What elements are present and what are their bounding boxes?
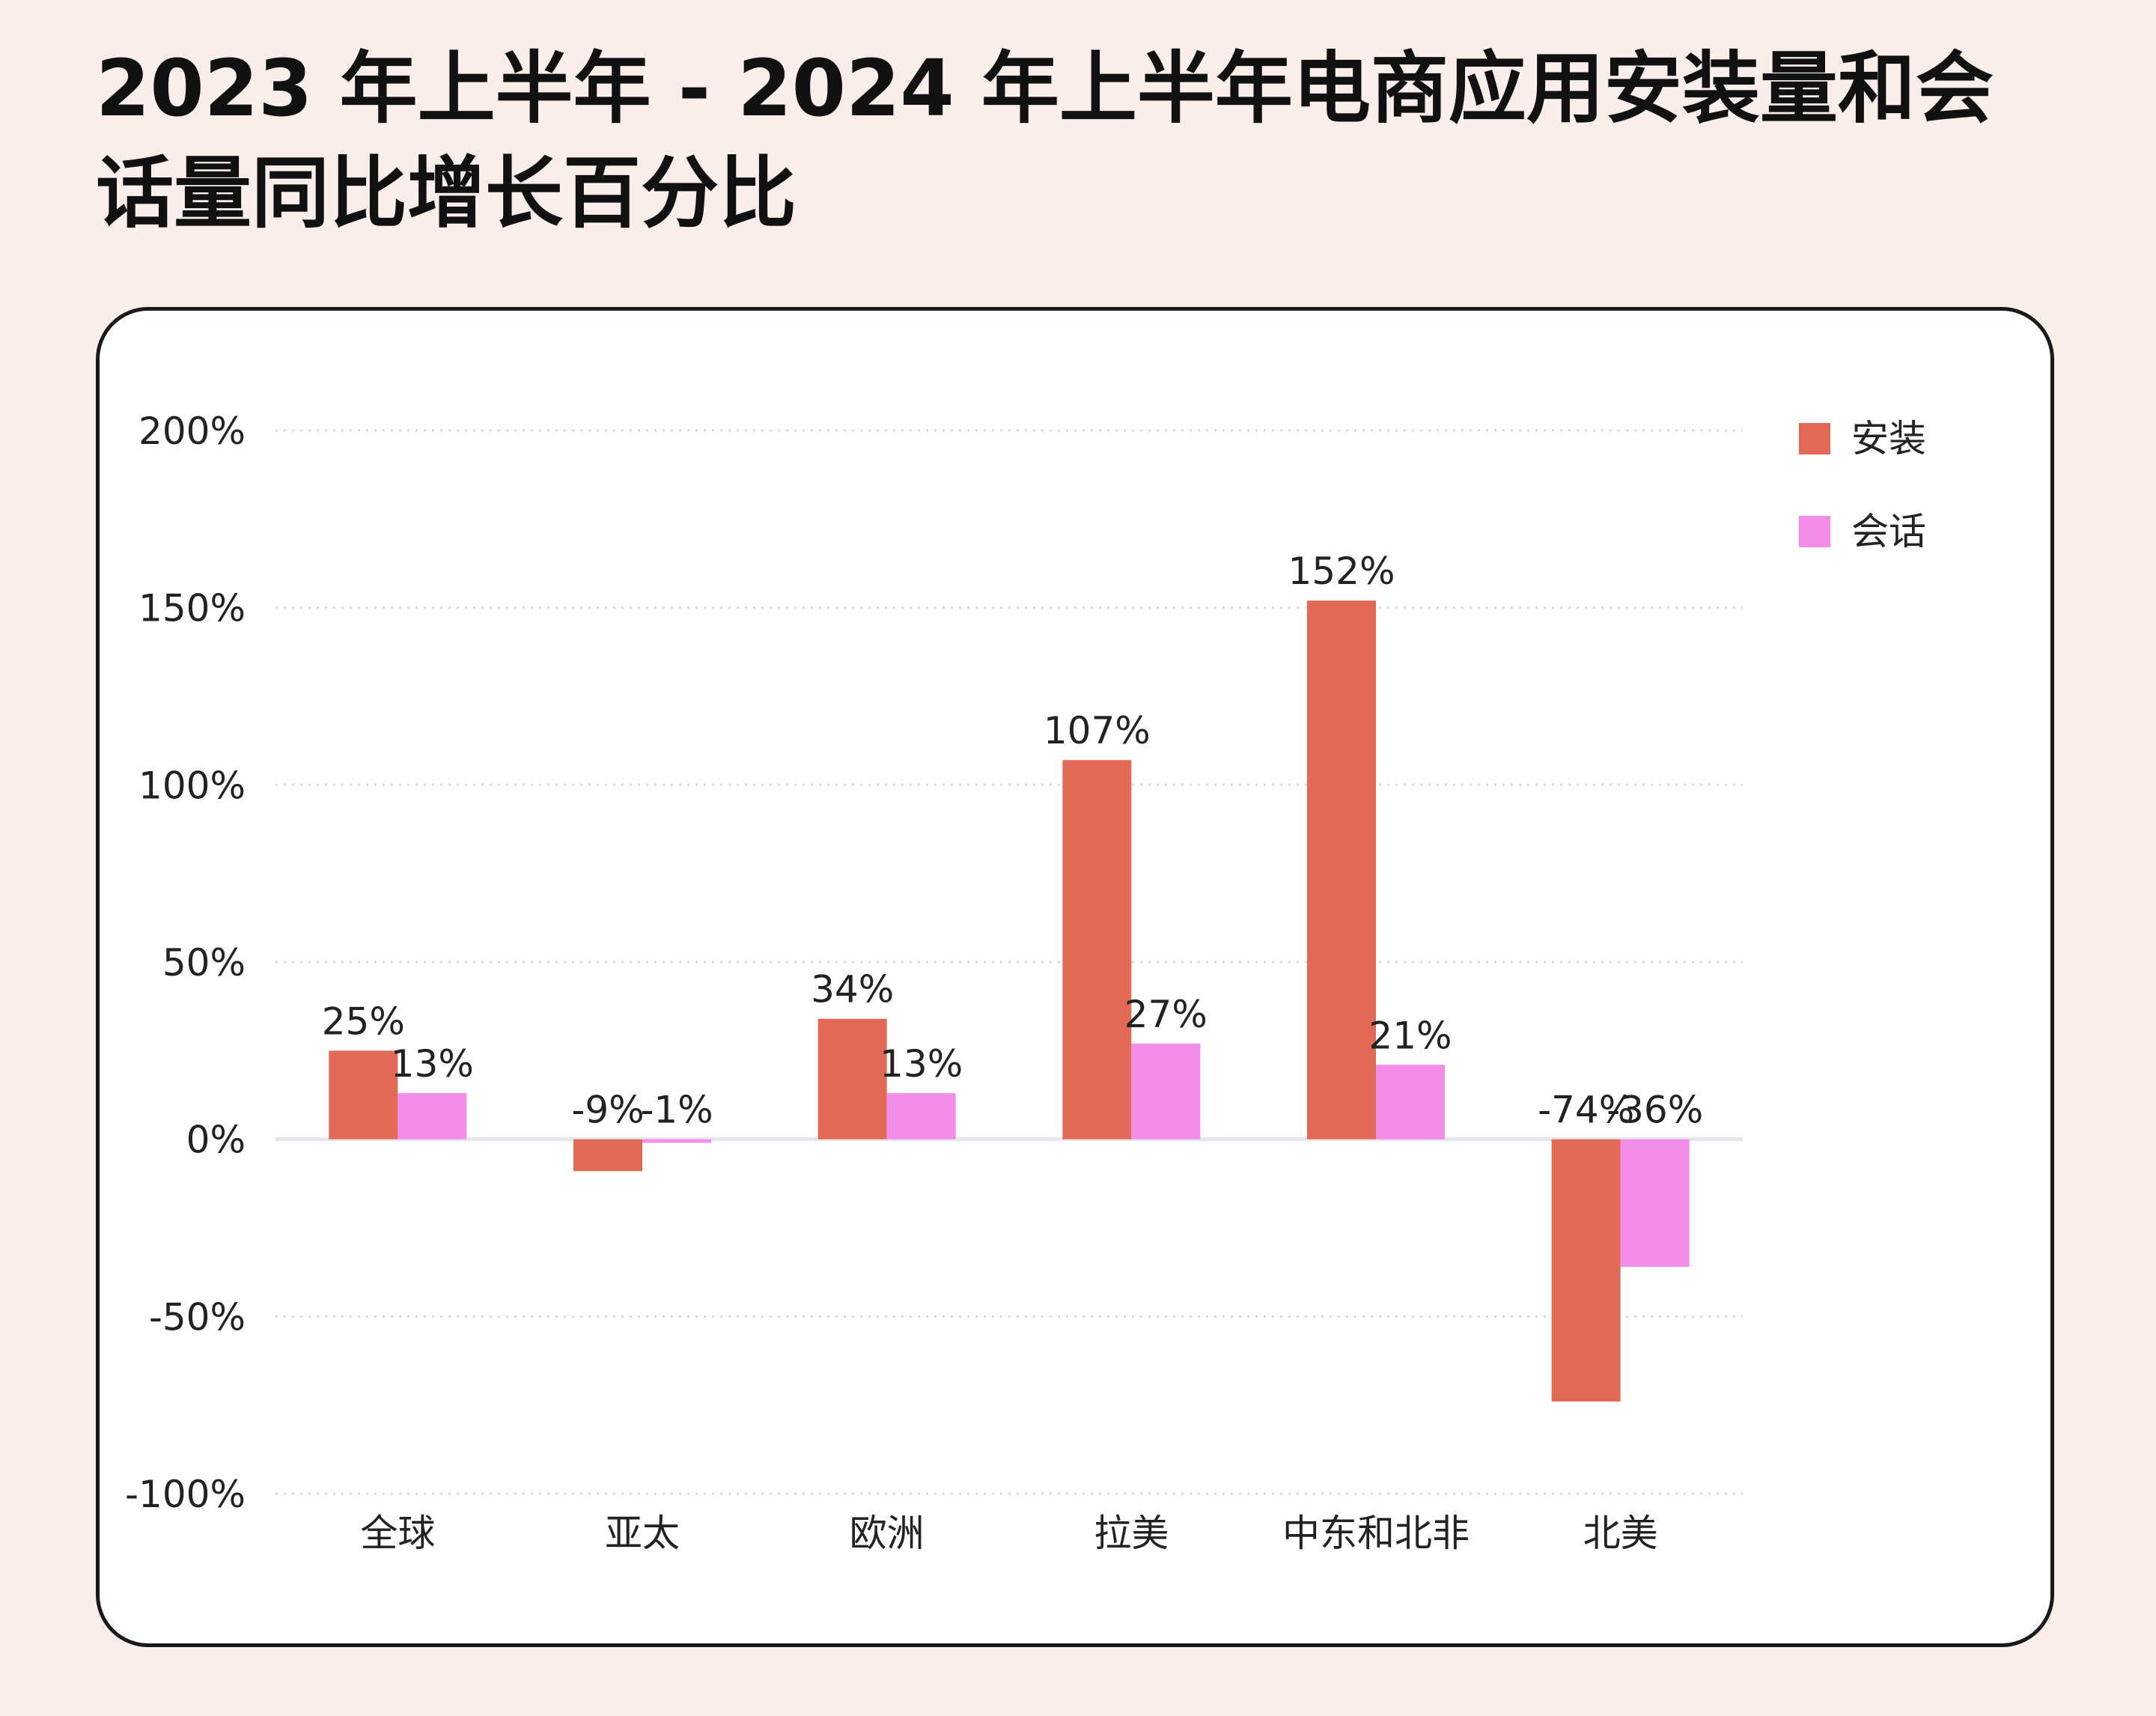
category-label: 亚太 (605, 1512, 680, 1555)
category-label: 全球 (360, 1512, 435, 1555)
y-tick-label: -50% (149, 1295, 246, 1339)
data-label: 21% (1368, 1014, 1452, 1057)
bar-install (573, 1139, 642, 1172)
data-label: 107% (1044, 709, 1151, 752)
bars (329, 600, 1690, 1402)
data-label: 34% (811, 968, 894, 1011)
bar-session (398, 1093, 467, 1140)
data-label: 152% (1288, 550, 1395, 593)
bar-install (817, 1018, 887, 1140)
y-tick-label: 100% (138, 764, 246, 807)
bar-install (329, 1050, 398, 1140)
bar-install (1551, 1139, 1621, 1402)
legend-swatch-install (1799, 423, 1830, 454)
bar-session (1131, 1043, 1201, 1140)
y-tick-label: 200% (138, 410, 246, 453)
y-tick-label: 150% (138, 587, 246, 630)
legend-swatch-session (1799, 516, 1830, 547)
gridlines (275, 429, 1743, 1495)
page-title: 2023 年上半年 - 2024 年上半年电商应用安装量和会话量同比增长百分比 (96, 43, 1994, 239)
bar-chart: 200%150%100%50%0%-50%-100% 25%13%-9%-1%3… (125, 410, 1926, 1555)
legend-label-install: 安装 (1851, 417, 1926, 460)
y-tick-label: 50% (162, 941, 246, 985)
data-labels: 25%13%-9%-1%34%13%107%27%152%21%-74%-36% (322, 550, 1703, 1131)
data-label: -36% (1607, 1089, 1703, 1132)
bar-session (1620, 1139, 1690, 1268)
category-label: 北美 (1583, 1512, 1658, 1555)
legend-label-session: 会话 (1851, 510, 1926, 553)
chart-card: 200% 150% 100% 50% 0% -50% -100% 25% 13% -9% -1% 3… (96, 307, 2054, 1647)
y-tick-label: -100% (125, 1473, 246, 1516)
category-label: 拉美 (1094, 1512, 1169, 1555)
data-label: -9% (571, 1089, 644, 1132)
bar-install (1062, 760, 1132, 1140)
bar-install (1307, 600, 1376, 1140)
category-labels: 全球 亚太 欧洲 拉美 中东和北非 北美 (360, 1512, 1657, 1555)
data-label: -74% (1538, 1089, 1634, 1132)
category-label: 欧洲 (850, 1512, 925, 1555)
bar-session (642, 1139, 711, 1143)
category-label: 中东和北非 (1282, 1512, 1470, 1555)
data-label: 25% (322, 1000, 405, 1043)
y-tick-label: 0% (186, 1119, 246, 1162)
data-label: 27% (1124, 993, 1208, 1036)
data-label: 13% (880, 1042, 963, 1086)
bar-session (1376, 1065, 1445, 1140)
y-axis-ticks: 200% 150% 100% 50% 0% -50% -100% (125, 410, 246, 1516)
data-label: -1% (640, 1089, 713, 1132)
bar-session (886, 1093, 956, 1140)
data-label: 13% (391, 1042, 474, 1086)
